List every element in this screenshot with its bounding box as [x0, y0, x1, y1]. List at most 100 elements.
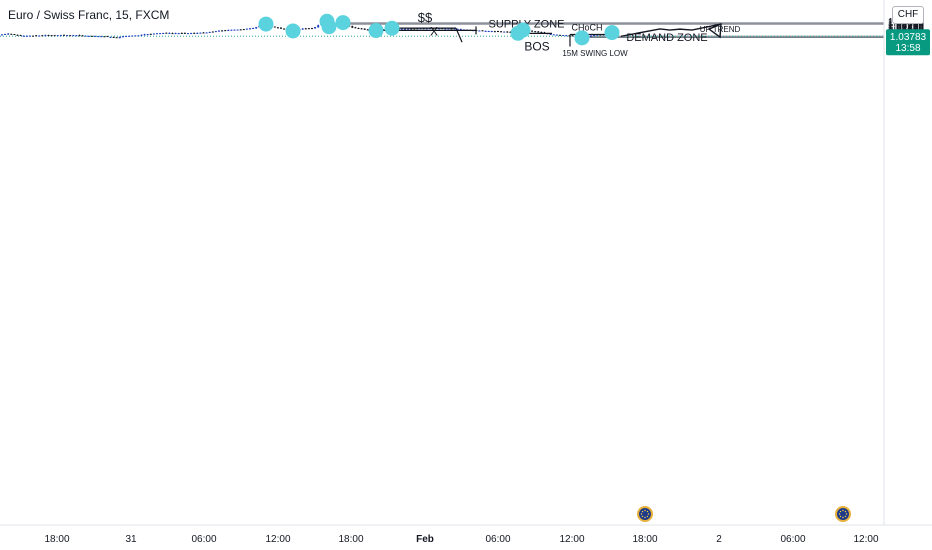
candle-body: [121, 36, 124, 38]
candle-body: [97, 36, 100, 38]
candle-body: [152, 33, 155, 35]
candle-body: [159, 33, 162, 35]
candle-body: [19, 35, 22, 37]
candle-body: [149, 33, 152, 35]
candle-body: [500, 31, 503, 33]
event-icon-star: [842, 516, 844, 519]
candle-body: [571, 35, 574, 37]
candle-body: [459, 29, 462, 31]
candle-body: [118, 36, 121, 39]
candle-body: [503, 31, 506, 33]
candle-body: [413, 28, 416, 30]
candle-body: [35, 35, 38, 37]
candle-body: [568, 35, 571, 37]
candle-body: [497, 31, 499, 33]
candle-body: [425, 28, 428, 30]
candle-body: [447, 28, 450, 30]
event-icon-flag: [837, 508, 849, 520]
candle-body: [354, 27, 357, 29]
candle-body: [137, 35, 140, 37]
candle-body: [540, 31, 543, 33]
swing-marker: [574, 30, 590, 46]
candle-body: [143, 34, 146, 36]
candle-body: [10, 33, 13, 35]
candle-body: [224, 30, 227, 32]
candle-body: [81, 35, 84, 37]
candle-body: [400, 28, 403, 30]
candle-body: [407, 28, 410, 30]
candle-body: [125, 35, 127, 37]
candle-body: [280, 27, 282, 29]
candle-body: [41, 35, 44, 37]
candle-body: [487, 30, 490, 32]
candle-body: [404, 28, 406, 30]
candle-body: [190, 33, 193, 35]
candle-body: [214, 31, 217, 33]
candle-body: [366, 29, 369, 31]
candle-body: [7, 33, 10, 35]
candle-body: [360, 28, 363, 30]
candle-body: [422, 28, 425, 30]
candle-body: [252, 28, 255, 30]
event-icon-star: [641, 515, 644, 518]
candle-body: [549, 34, 552, 36]
swing-low-label: 15M SWING LOW: [562, 49, 628, 58]
candle-body: [165, 32, 168, 34]
candle-body: [177, 33, 180, 35]
symbol-title: Euro / Swiss Franc, 15, FXCM: [8, 8, 170, 22]
candle-body: [146, 34, 149, 36]
currency-badge[interactable]: CHF: [892, 6, 924, 24]
candle-body: [236, 29, 239, 31]
candle-body: [183, 32, 186, 34]
candle-body: [438, 28, 441, 30]
candle-body: [168, 32, 171, 34]
candle-body: [559, 34, 561, 36]
candle-body: [481, 30, 484, 32]
candle-body: [283, 28, 286, 30]
candle-body: [317, 25, 320, 28]
event-icon: [835, 506, 851, 522]
candle-body: [273, 26, 276, 28]
candle-body: [537, 31, 540, 33]
candle-body: [131, 35, 134, 37]
swing-marker: [258, 16, 274, 32]
candle-body: [304, 28, 307, 30]
candle-body: [410, 28, 413, 30]
candle-body: [314, 27, 317, 29]
candle-body: [56, 35, 59, 37]
candle-body: [66, 35, 69, 37]
candle-body: [534, 31, 537, 33]
candle-body: [211, 31, 214, 33]
candle-body: [78, 35, 81, 37]
demand-zone-label: DEMAND ZONE: [626, 32, 707, 44]
x-tick-label: 12:00: [265, 534, 290, 545]
candle-body: [218, 30, 220, 32]
candle-body: [506, 31, 509, 33]
candle-body: [193, 32, 196, 34]
candle-body: [276, 27, 279, 29]
x-tick-label: 12:00: [559, 534, 584, 545]
candle-body: [590, 35, 592, 37]
swing-marker: [384, 20, 400, 36]
swing-marker: [285, 23, 301, 39]
candle-body: [13, 34, 16, 36]
candle-body: [555, 34, 558, 36]
candle-body: [50, 35, 53, 37]
x-tick-label: 18:00: [632, 534, 657, 545]
candle-body: [187, 33, 189, 35]
candle-body: [134, 35, 137, 37]
candle-body: [202, 32, 205, 34]
candle-body: [84, 35, 87, 37]
event-icon-star: [647, 513, 650, 515]
candle-body: [357, 28, 360, 30]
candle-body: [450, 28, 453, 30]
swing-marker: [335, 15, 351, 31]
current-price-badge: [886, 29, 930, 56]
sweep-label: X: [430, 24, 438, 38]
candle-body: [72, 35, 75, 37]
candle-body: [431, 28, 434, 30]
candle-body: [4, 33, 7, 35]
candle-body: [109, 36, 112, 38]
candle-body: [196, 32, 199, 34]
